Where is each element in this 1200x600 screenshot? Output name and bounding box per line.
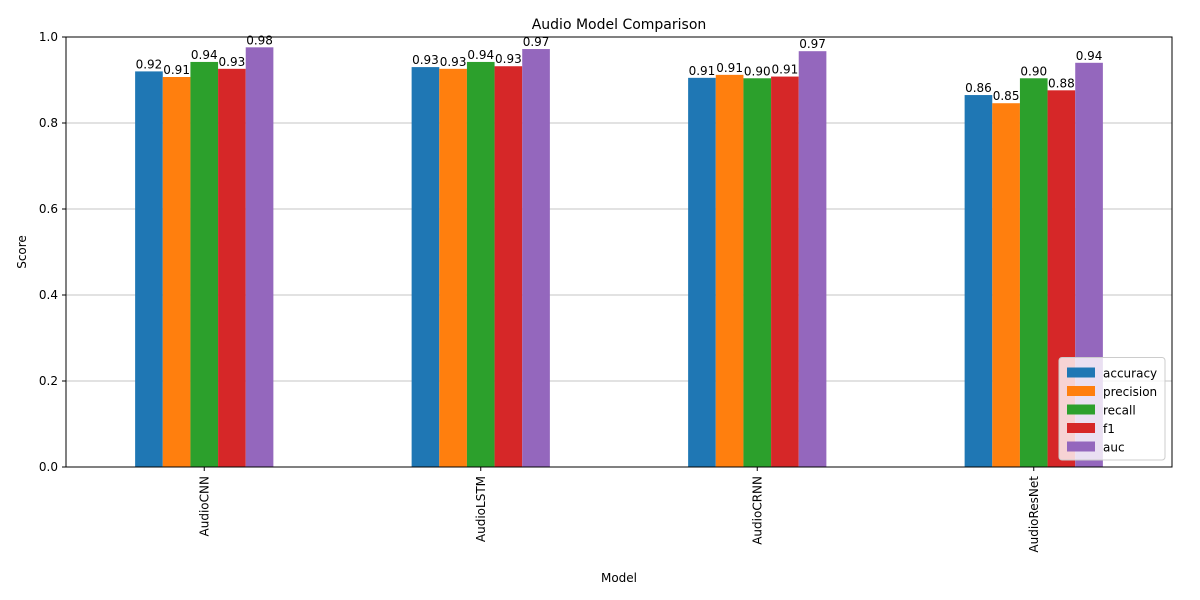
bar-accuracy-AudioCRNN xyxy=(688,77,716,467)
legend-swatch-precision xyxy=(1067,386,1095,396)
legend-label-precision: precision xyxy=(1103,385,1157,399)
legend-label-recall: recall xyxy=(1103,404,1136,418)
x-tick-label: AudioCRNN xyxy=(750,476,764,545)
data-label-recall-AudioLSTM: 0.94 xyxy=(467,48,494,62)
y-tick-label: 0.4 xyxy=(39,288,58,302)
legend-swatch-auc xyxy=(1067,441,1095,452)
data-label-auc-AudioCNN: 0.98 xyxy=(246,33,273,47)
plot-frame xyxy=(65,36,1173,468)
bar-auc-AudioCNN xyxy=(245,47,274,467)
bar-f1-AudioCRNN xyxy=(771,76,799,467)
legend-label-f1: f1 xyxy=(1103,422,1115,436)
data-label-accuracy-AudioResNet: 0.86 xyxy=(965,81,992,95)
bar-recall-AudioCNN xyxy=(190,61,219,467)
bar-precision-AudioCNN xyxy=(162,76,191,468)
y-tick-label: 1.0 xyxy=(39,30,58,44)
y-axis-title: Score xyxy=(15,235,29,269)
x-tick-label: AudioCNN xyxy=(197,476,211,536)
legend-label-accuracy: accuracy xyxy=(1103,367,1157,381)
y-tick-label: 0.8 xyxy=(39,116,58,130)
legend-label-auc: auc xyxy=(1103,441,1125,455)
bar-recall-AudioLSTM xyxy=(466,61,495,467)
bar-precision-AudioCRNN xyxy=(715,74,744,467)
bar-f1-AudioCNN xyxy=(218,68,246,467)
bar-f1-AudioLSTM xyxy=(494,66,523,468)
data-label-f1-AudioResNet: 0.88 xyxy=(1048,76,1075,90)
data-label-recall-AudioCNN: 0.94 xyxy=(191,48,218,62)
data-label-precision-AudioLSTM: 0.93 xyxy=(440,55,467,69)
bar-recall-AudioCRNN xyxy=(743,78,772,467)
data-label-auc-AudioLSTM: 0.97 xyxy=(523,35,550,49)
x-axis-title: Model xyxy=(601,571,637,585)
bar-auc-AudioCRNN xyxy=(798,51,827,467)
bars-layer xyxy=(135,47,1103,468)
bar-precision-AudioLSTM xyxy=(439,68,467,467)
data-label-f1-AudioCRNN: 0.91 xyxy=(772,63,799,77)
y-axis: 0.0 0.2 0.4 0.6 0.8 1.0 xyxy=(39,30,66,474)
data-label-precision-AudioCNN: 0.91 xyxy=(163,63,190,77)
data-label-accuracy-AudioCRNN: 0.91 xyxy=(689,64,716,78)
data-label-f1-AudioCNN: 0.93 xyxy=(219,55,246,69)
legend-swatch-recall xyxy=(1067,404,1095,415)
legend: accuracy precision recall f1 auc xyxy=(1058,357,1166,461)
bar-precision-AudioResNet xyxy=(992,103,1020,467)
data-labels-layer: 0.92 0.910.94 0.930.980.93 0.93 0.94 0.930.97… xyxy=(136,33,1103,103)
bar-accuracy-AudioCNN xyxy=(135,71,163,468)
data-label-recall-AudioResNet: 0.90 xyxy=(1020,64,1047,78)
legend-box xyxy=(1058,357,1166,461)
bar-accuracy-AudioLSTM xyxy=(411,67,440,467)
chart-title: Audio Model Comparison xyxy=(532,17,707,33)
bar-auc-AudioLSTM xyxy=(522,49,550,467)
x-tick-label: AudioLSTM xyxy=(474,476,488,542)
legend-swatch-f1 xyxy=(1067,423,1095,433)
x-tick-label: AudioResNet xyxy=(1027,476,1041,553)
y-tick-label: 0.2 xyxy=(39,374,58,388)
legend-swatch-accuracy xyxy=(1067,367,1095,378)
data-label-precision-AudioCRNN: 0.91 xyxy=(716,61,743,75)
data-label-recall-AudioCRNN: 0.90 xyxy=(744,64,771,78)
data-label-auc-AudioCRNN: 0.97 xyxy=(799,37,826,51)
bar-accuracy-AudioResNet xyxy=(964,95,993,468)
y-tick-label: 0.6 xyxy=(39,202,58,216)
data-label-accuracy-AudioLSTM: 0.93 xyxy=(412,53,439,67)
y-tick-label: 0.0 xyxy=(39,460,58,474)
data-label-f1-AudioLSTM: 0.93 xyxy=(495,52,522,66)
data-label-precision-AudioResNet: 0.85 xyxy=(993,89,1020,103)
data-label-auc-AudioResNet: 0.94 xyxy=(1076,49,1103,63)
bar-recall-AudioResNet xyxy=(1019,78,1048,467)
x-axis: AudioCNN AudioLSTM AudioCRNN AudioResNet xyxy=(197,467,1041,553)
data-label-accuracy-AudioCNN: 0.92 xyxy=(136,57,163,71)
